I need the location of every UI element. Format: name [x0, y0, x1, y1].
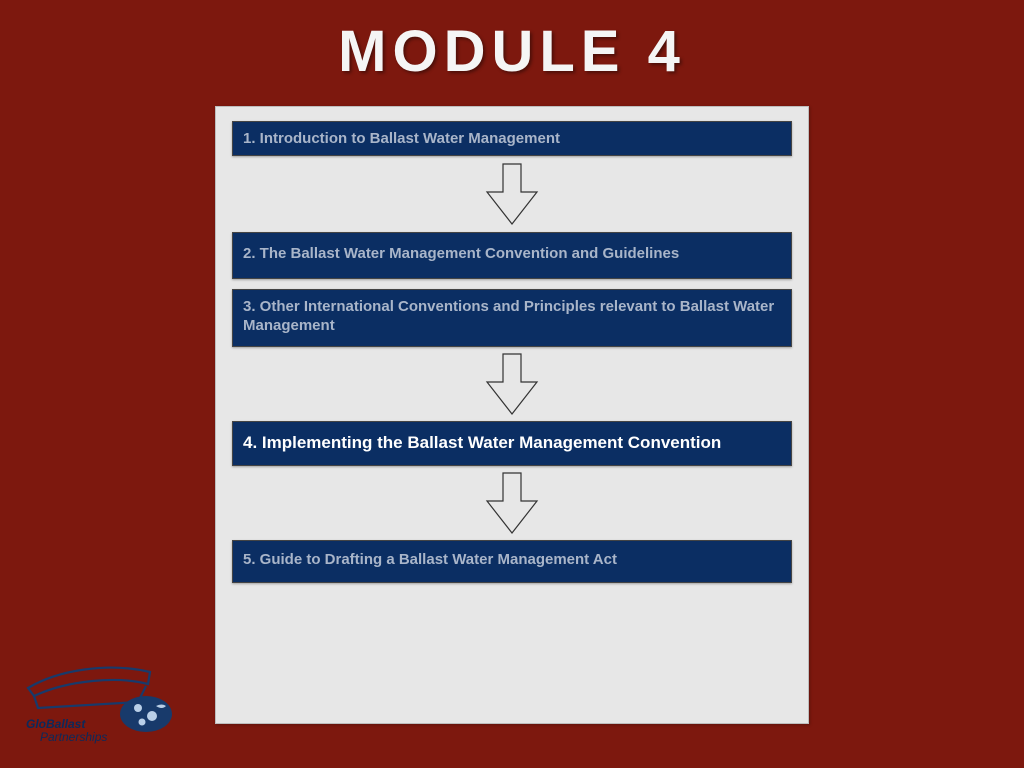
logo-line-2: Partnerships: [26, 731, 107, 744]
arrow-2: [232, 347, 792, 421]
logo: GloBallast Partnerships: [18, 650, 198, 750]
slide-title: MODULE 4: [0, 18, 1024, 85]
spacer: [232, 279, 792, 289]
step-5: 5. Guide to Drafting a Ballast Water Man…: [232, 540, 792, 583]
step-1: 1. Introduction to Ballast Water Managem…: [232, 121, 792, 156]
arrow-3: [232, 466, 792, 540]
step-2: 2. The Ballast Water Management Conventi…: [232, 232, 792, 279]
slide: MODULE 4 1. Introduction to Ballast Wate…: [0, 0, 1024, 768]
arrow-1: [232, 156, 792, 232]
step-4: 4. Implementing the Ballast Water Manage…: [232, 421, 792, 466]
flow-panel: 1. Introduction to Ballast Water Managem…: [215, 106, 809, 724]
step-3: 3. Other International Conventions and P…: [232, 289, 792, 347]
logo-line-1: GloBallast: [26, 718, 107, 731]
logo-text: GloBallast Partnerships: [26, 718, 107, 744]
